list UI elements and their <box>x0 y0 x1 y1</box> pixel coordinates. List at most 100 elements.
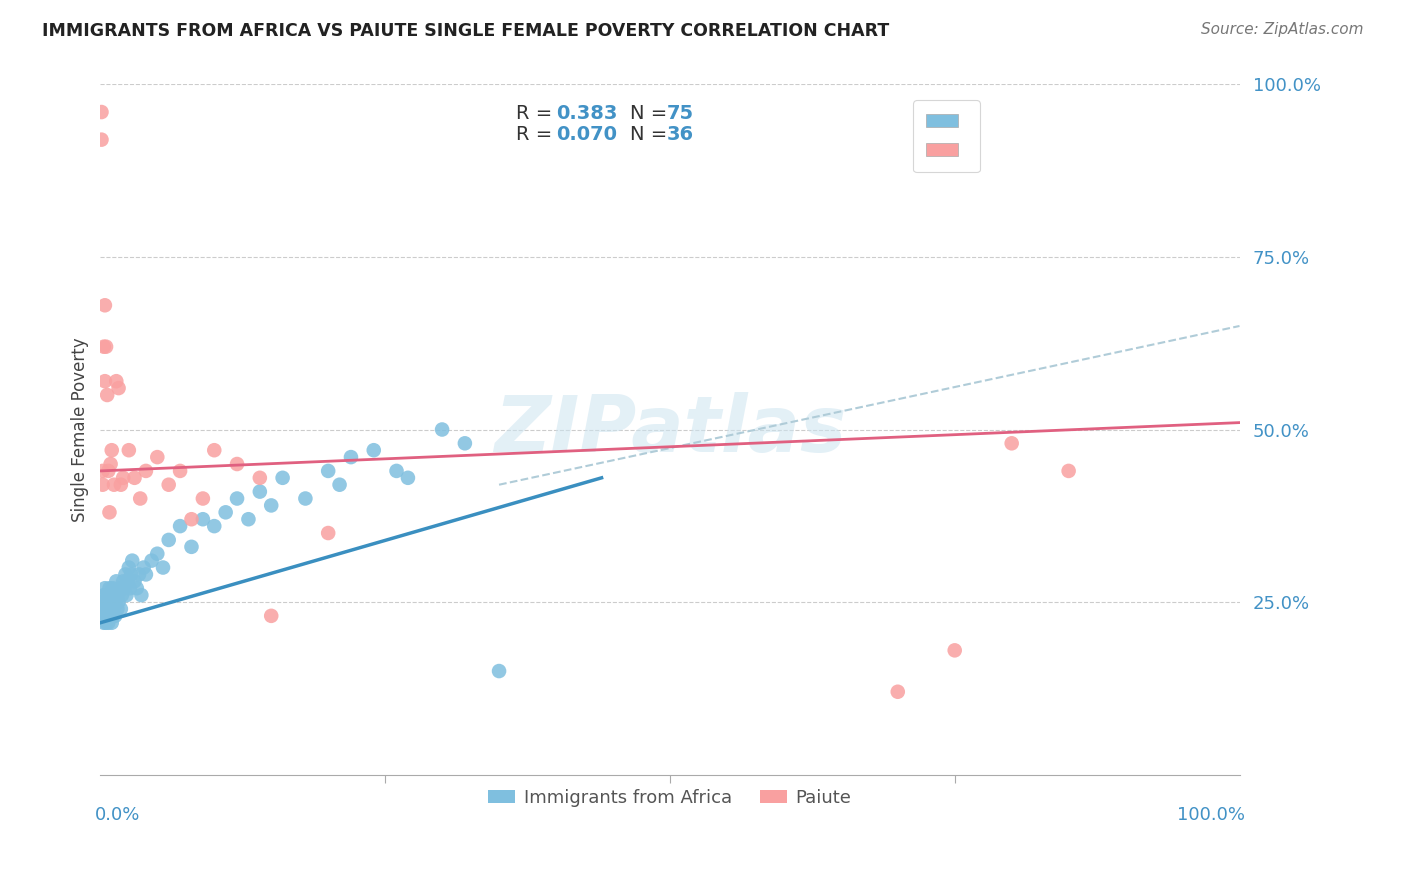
Point <box>94 588 117 602</box>
Point <box>152 560 174 574</box>
Point <box>105 374 128 388</box>
Point <box>104 608 127 623</box>
Point <box>107 602 129 616</box>
Point <box>454 436 477 450</box>
Point <box>115 588 138 602</box>
Point <box>124 574 146 589</box>
Point <box>94 608 117 623</box>
Point <box>249 471 271 485</box>
Point <box>157 533 180 547</box>
Text: 0.070: 0.070 <box>555 125 617 144</box>
Point <box>129 491 152 506</box>
Text: N =: N = <box>630 104 673 123</box>
Point <box>96 388 118 402</box>
Point <box>430 423 453 437</box>
Point <box>180 540 202 554</box>
Text: IMMIGRANTS FROM AFRICA VS PAIUTE SINGLE FEMALE POVERTY CORRELATION CHART: IMMIGRANTS FROM AFRICA VS PAIUTE SINGLE … <box>42 22 890 40</box>
Point <box>101 581 124 595</box>
Text: 36: 36 <box>666 125 693 144</box>
Point <box>135 464 157 478</box>
Point <box>101 608 124 623</box>
Point <box>104 595 127 609</box>
Point <box>114 567 136 582</box>
Point <box>202 443 225 458</box>
Point <box>91 464 114 478</box>
Point <box>100 457 122 471</box>
Point <box>1001 436 1024 450</box>
Point <box>125 581 148 595</box>
Point <box>108 581 131 595</box>
Point <box>94 595 117 609</box>
Point <box>107 588 129 602</box>
Point <box>396 471 419 485</box>
Point <box>1057 464 1080 478</box>
Point <box>90 602 112 616</box>
Point <box>96 595 118 609</box>
Text: ZIPatlas: ZIPatlas <box>494 392 846 467</box>
Point <box>943 643 966 657</box>
Point <box>316 464 339 478</box>
Point <box>112 581 135 595</box>
Text: N =: N = <box>630 125 673 144</box>
Point <box>100 588 122 602</box>
Text: Source: ZipAtlas.com: Source: ZipAtlas.com <box>1201 22 1364 37</box>
Point <box>94 581 117 595</box>
Point <box>132 560 155 574</box>
Point <box>98 608 121 623</box>
Point <box>316 526 339 541</box>
Point <box>110 602 132 616</box>
Point <box>226 491 249 506</box>
Point <box>329 477 352 491</box>
Point <box>107 381 129 395</box>
Point <box>90 133 112 147</box>
Text: R =: R = <box>516 125 558 144</box>
Point <box>96 608 118 623</box>
Point <box>191 512 214 526</box>
Text: 0.0%: 0.0% <box>94 805 141 823</box>
Point <box>112 574 135 589</box>
Point <box>118 581 141 595</box>
Point <box>105 574 128 589</box>
Point <box>94 298 117 312</box>
Point <box>887 685 910 699</box>
Point <box>91 595 114 609</box>
Point <box>260 499 283 513</box>
Point <box>111 588 134 602</box>
Point <box>100 595 122 609</box>
Point <box>103 477 125 491</box>
Point <box>94 374 117 388</box>
Point <box>117 574 139 589</box>
Point <box>94 615 117 630</box>
Point <box>169 464 191 478</box>
Point <box>103 588 125 602</box>
Point <box>385 464 408 478</box>
Point <box>271 471 294 485</box>
Point <box>103 602 125 616</box>
Point <box>214 505 236 519</box>
Point <box>93 588 115 602</box>
Text: 75: 75 <box>666 104 693 123</box>
Y-axis label: Single Female Poverty: Single Female Poverty <box>72 337 89 522</box>
Point <box>91 608 114 623</box>
Point <box>94 602 117 616</box>
Point <box>118 560 141 574</box>
Point <box>97 588 120 602</box>
Point <box>169 519 191 533</box>
Point <box>363 443 385 458</box>
Point <box>93 602 115 616</box>
Point <box>100 602 122 616</box>
Point <box>202 519 225 533</box>
Point <box>93 615 115 630</box>
Point <box>294 491 316 506</box>
Point <box>146 547 169 561</box>
Point <box>98 581 121 595</box>
Point <box>112 471 135 485</box>
Point <box>157 477 180 491</box>
Point <box>100 443 122 458</box>
Point <box>93 340 115 354</box>
Point <box>118 443 141 458</box>
Point <box>121 554 143 568</box>
Point <box>120 567 142 582</box>
Point <box>107 595 129 609</box>
Point <box>249 484 271 499</box>
